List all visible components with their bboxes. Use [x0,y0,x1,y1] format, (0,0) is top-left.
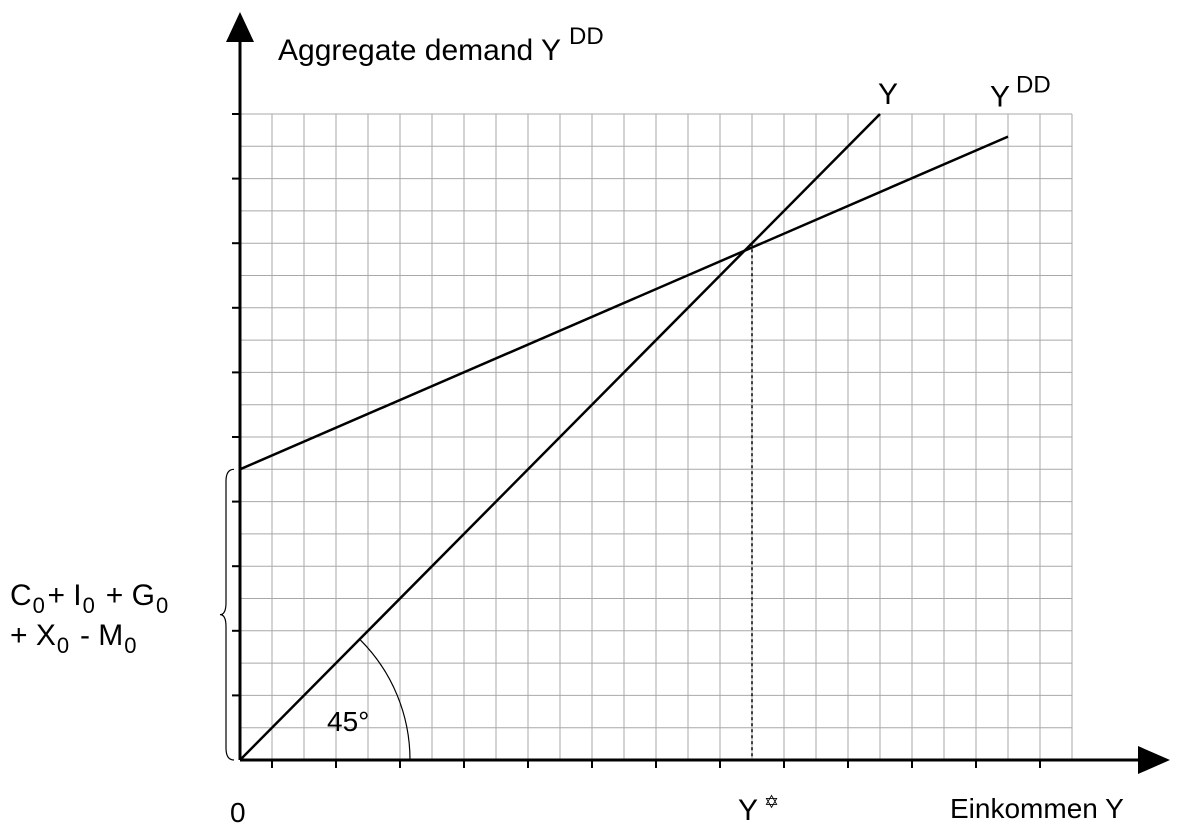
x-axis-arrow [1138,746,1170,774]
origin-label: 0 [230,797,246,828]
line-aggregate-demand [239,135,1009,471]
angle-arc [359,639,411,761]
series-label-ydd: Y DD [990,72,1051,114]
axes [226,12,1170,774]
annotations [219,243,753,761]
autonomous-label-line2: + X0 - M0 [10,619,139,658]
series-lines [239,113,1009,761]
text-labels: Y Y DD Aggregate demand Y DD Einkommen Y 0 Y ✡ 45… [10,23,1124,828]
y-axis-arrow [226,12,254,42]
series-label-y: Y [878,78,898,111]
line-45-degree [239,113,881,761]
autonomous-spending-brace [219,468,235,761]
y-axis-label: Aggregate demand Y DD [278,23,604,67]
x-axis-label: Einkommen Y [950,793,1124,824]
equilibrium-label: Y ✡ [738,792,779,827]
angle-label: 45° [327,706,369,737]
autonomous-label-line1: C0 + I0 + G0 [10,579,171,618]
grid [240,113,1073,760]
